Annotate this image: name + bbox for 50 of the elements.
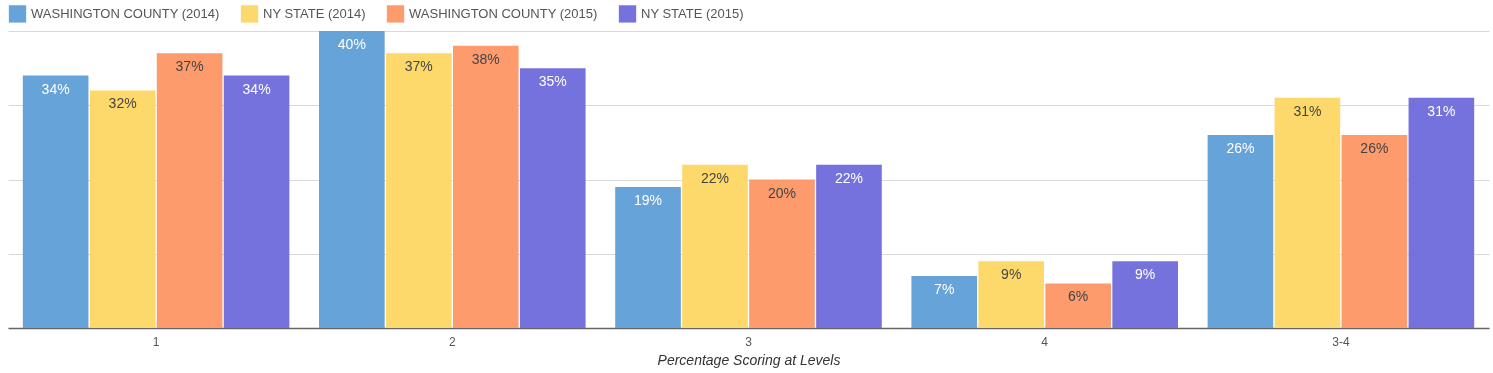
- bar: [156, 53, 223, 328]
- x-axis-title: Percentage Scoring at Levels: [657, 351, 841, 368]
- x-tick-label: 3-4: [1332, 334, 1350, 349]
- data-label: 40%: [337, 36, 366, 52]
- x-tick-label: 3: [745, 334, 753, 349]
- bar: [1207, 134, 1274, 328]
- bar: [816, 164, 882, 328]
- bar: [615, 186, 681, 328]
- x-tick-label: 1: [152, 334, 160, 349]
- data-label: 38%: [471, 50, 500, 67]
- bar: [1112, 261, 1178, 328]
- data-label: 35%: [538, 73, 567, 90]
- legend-label: WASHINGTON COUNTY (2014): [31, 5, 220, 21]
- bar: [749, 179, 815, 328]
- bar: [1408, 97, 1475, 328]
- data-label: 22%: [834, 169, 863, 186]
- bar: [519, 68, 586, 328]
- x-tick-label: 4: [1041, 334, 1049, 349]
- legend-label: WASHINGTON COUNTY (2015): [409, 5, 598, 21]
- bar: [22, 75, 89, 328]
- x-tick-label: 2: [448, 334, 456, 349]
- bar: [1274, 97, 1341, 328]
- bar: [1045, 283, 1112, 328]
- bar: [978, 261, 1045, 328]
- data-label: 32%: [108, 95, 137, 112]
- data-label: 20%: [767, 184, 797, 201]
- data-label: 6%: [1068, 288, 1089, 305]
- data-label: 26%: [1226, 139, 1255, 156]
- data-label: 34%: [41, 80, 70, 97]
- bar: [1341, 134, 1408, 328]
- data-label: 9%: [1001, 266, 1022, 283]
- data-label: 34%: [242, 80, 271, 97]
- data-label: 26%: [1360, 139, 1389, 156]
- data-label: 22%: [700, 169, 730, 186]
- data-label: 9%: [1135, 266, 1156, 283]
- bar: [452, 45, 519, 328]
- data-label: 37%: [175, 58, 204, 75]
- data-label: 7%: [934, 281, 955, 298]
- bar: [319, 31, 385, 328]
- legend-label: NY STATE (2015): [641, 5, 744, 21]
- bar: [385, 53, 452, 328]
- legend-label: NY STATE (2014): [263, 5, 366, 21]
- data-label: 31%: [1427, 102, 1456, 119]
- data-label: 19%: [634, 191, 663, 208]
- bar: [89, 90, 156, 328]
- data-label: 37%: [404, 58, 433, 75]
- bar: [223, 75, 290, 328]
- data-label: 31%: [1293, 102, 1322, 119]
- bar: [682, 164, 748, 328]
- bar: [911, 276, 978, 328]
